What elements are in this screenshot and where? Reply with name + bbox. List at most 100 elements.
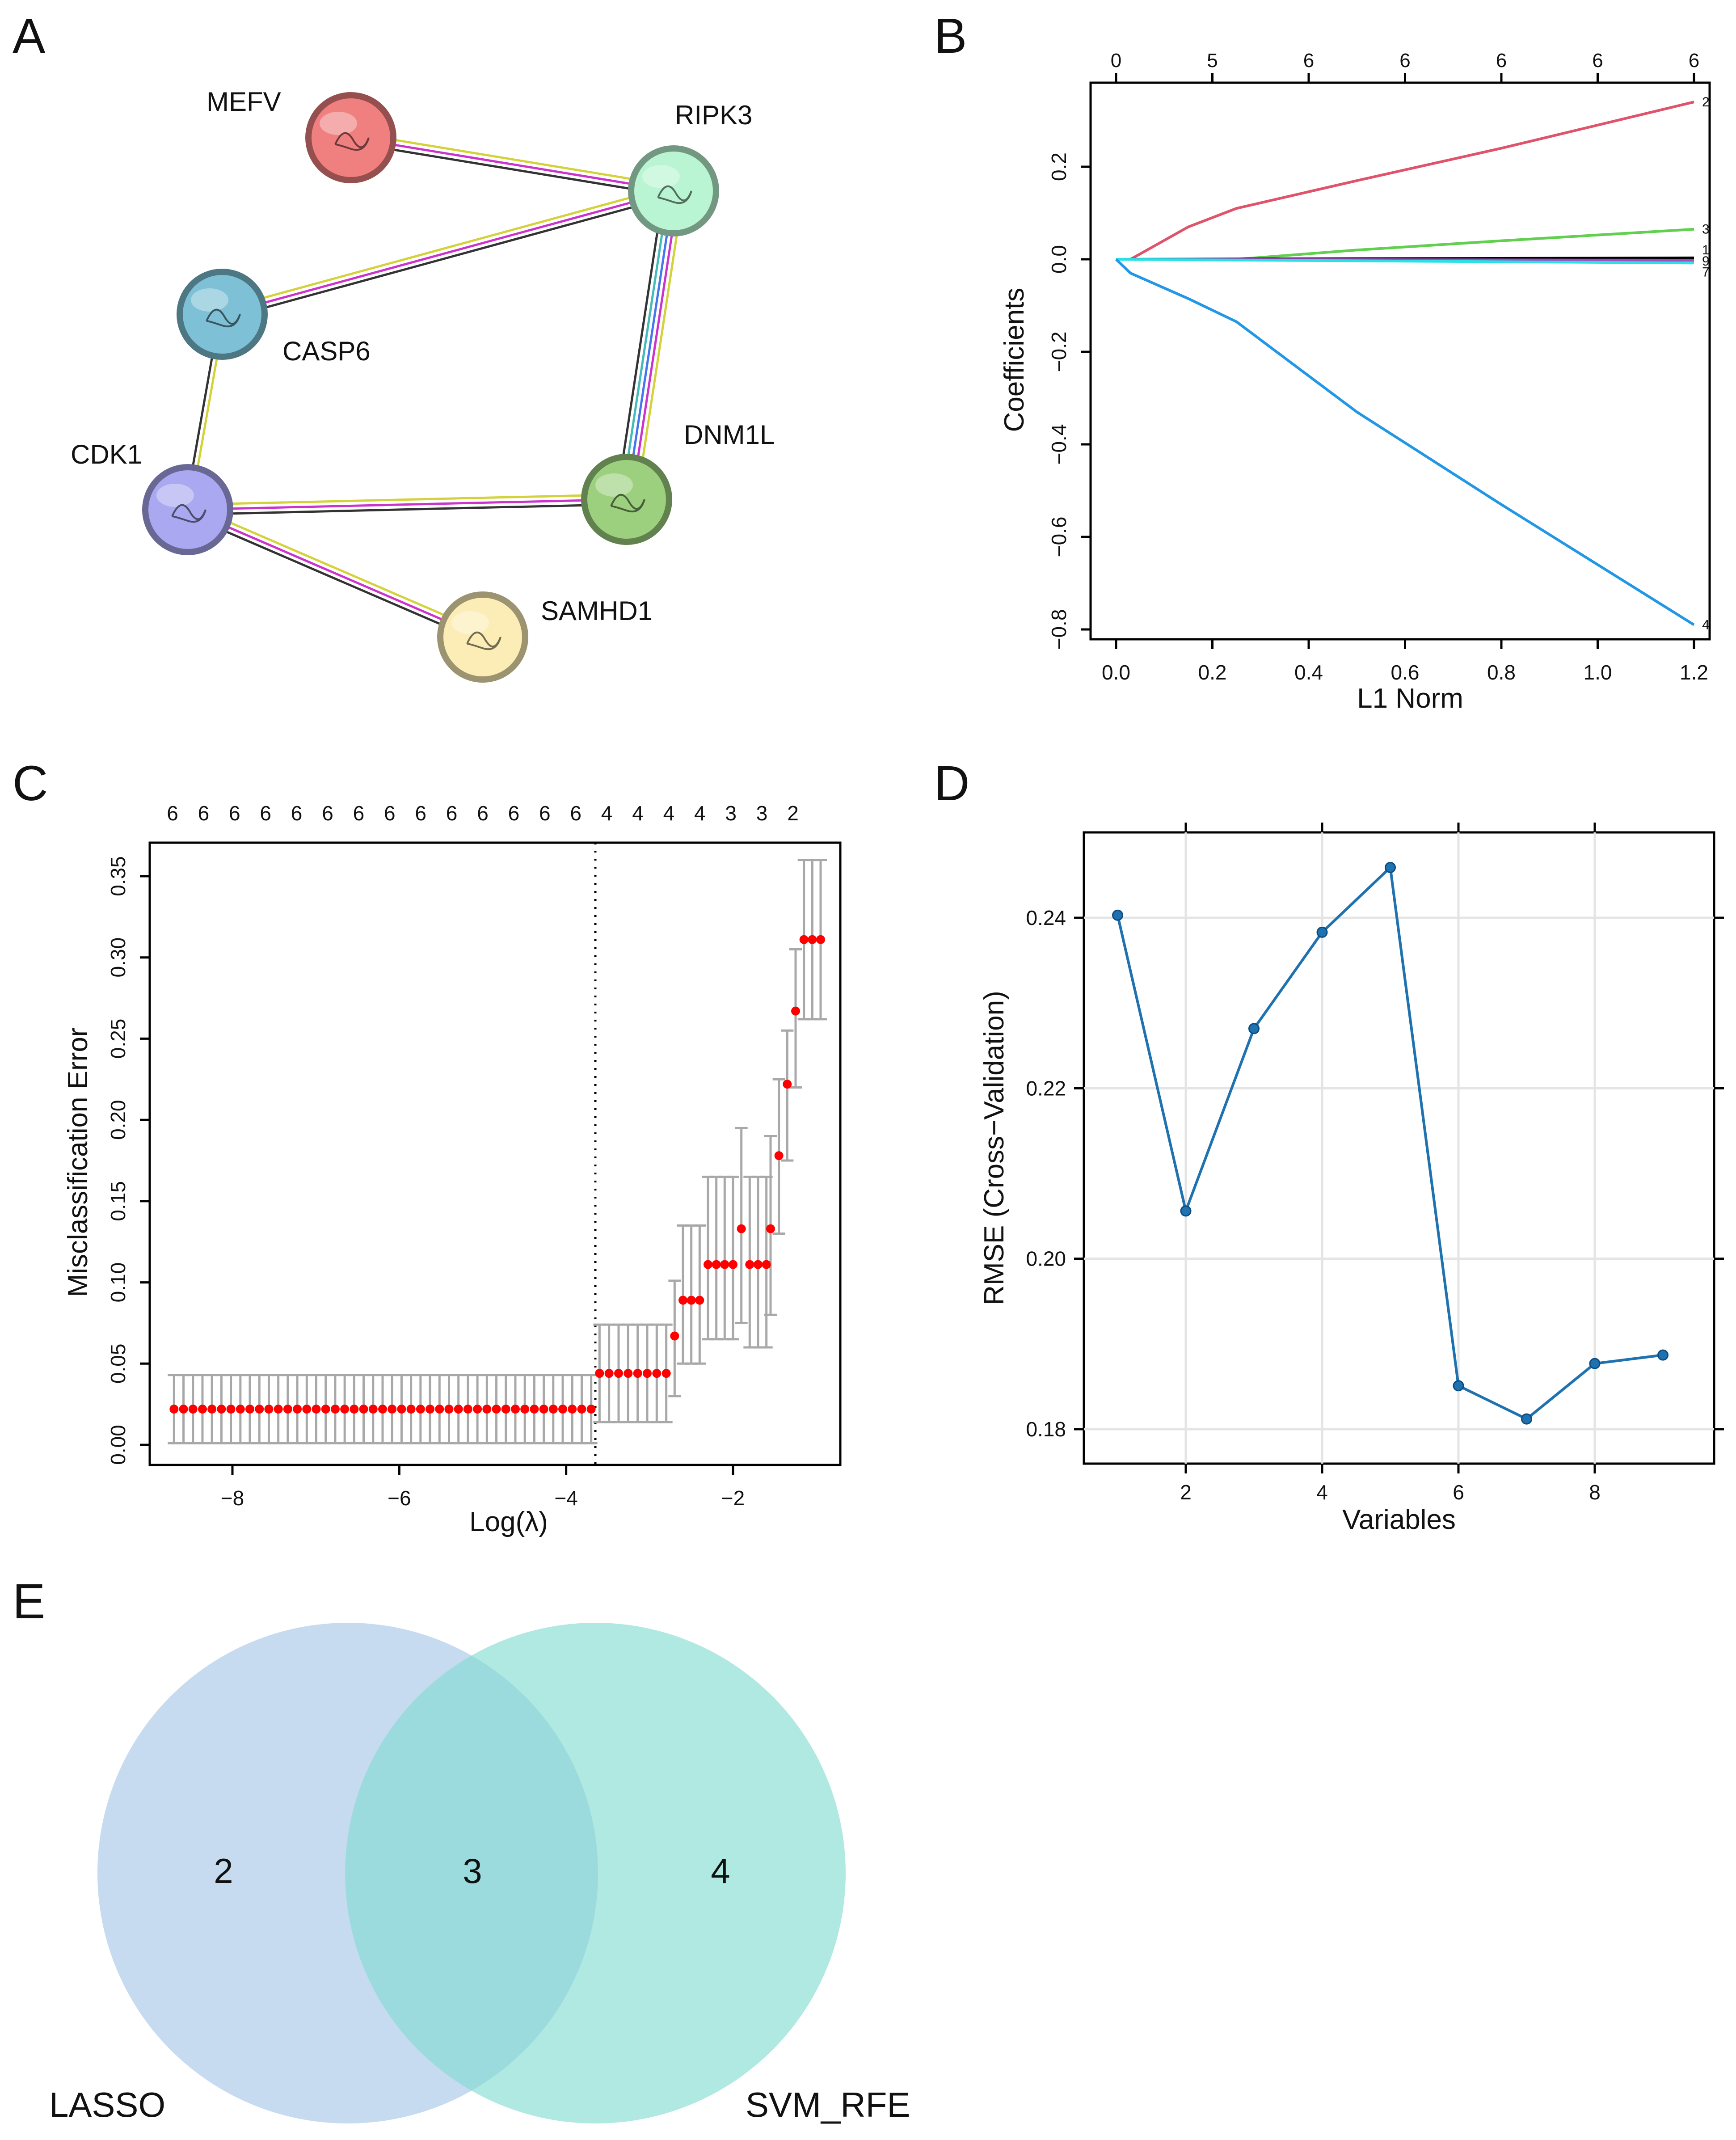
top-label-c: 6 [384, 802, 396, 825]
y-tick-label-b: −0.2 [1047, 332, 1070, 372]
x-tick-label-b: 0.6 [1391, 661, 1420, 684]
y-tick-label-d: 0.22 [1026, 1076, 1066, 1100]
x-axis-label-b: L1 Norm [1357, 683, 1463, 714]
y-tick-label-c: 0.10 [106, 1262, 130, 1303]
node-dnm1l-highlight [595, 473, 633, 497]
x-tick-label-d: 8 [1589, 1481, 1601, 1504]
y-tick-label-c: 0.25 [106, 1019, 130, 1059]
y-tick-label-b: −0.8 [1047, 609, 1070, 650]
error-point [695, 1296, 704, 1305]
node-cdk1-highlight [156, 484, 194, 507]
top-label-c: 6 [229, 802, 240, 825]
rmse-line [1112, 862, 1669, 1425]
error-point [368, 1405, 378, 1414]
y-tick-label-c: 0.35 [106, 856, 130, 896]
node-label-casp6: CASP6 [282, 336, 371, 366]
node-label-cdk1: CDK1 [71, 439, 142, 469]
error-point [577, 1405, 586, 1414]
error-point [766, 1224, 775, 1233]
error-point [302, 1405, 312, 1414]
venn-count-lasso-only: 2 [214, 1851, 233, 1891]
x-tick-label-c: −4 [554, 1486, 577, 1510]
error-point [179, 1405, 188, 1414]
x-tick-label-c: −6 [388, 1486, 411, 1510]
error-point [198, 1405, 207, 1414]
y-tick-label-b: 0.2 [1047, 152, 1070, 181]
ppi-network: MEFV RIPK3 CASP6 CDK1 DNM1L SAMHD1 [71, 87, 775, 683]
top-label-c: 4 [663, 802, 675, 825]
error-point [604, 1369, 614, 1378]
panel-label-d: D [934, 756, 969, 811]
node-casp6-highlight [191, 288, 228, 312]
error-point [473, 1405, 482, 1414]
axes-c: −8 −6 −4 −2 0.00 0.05 0.10 0.15 0.20 0.25 0.30 0.35… [106, 802, 799, 1510]
node-mefv-highlight [320, 112, 357, 135]
edge-cdk1-dnm1l [187, 493, 627, 506]
y-axis-label-b: Coefficients [999, 288, 1030, 432]
x-tick-label-b: 0.4 [1294, 661, 1323, 684]
venn-count-intersection: 3 [463, 1851, 482, 1891]
top-label-c: 4 [632, 802, 644, 825]
error-point [624, 1369, 633, 1378]
panel-label-e: E [13, 1574, 45, 1629]
axes-d: 2 4 6 8 0.18 0.20 0.22 0.24 [1026, 823, 1724, 1504]
panel-label-b: B [934, 8, 967, 63]
y-tick-label-d: 0.24 [1026, 906, 1066, 929]
y-tick-label-d: 0.20 [1026, 1247, 1066, 1270]
error-point [226, 1405, 236, 1414]
edge-cdk1-dnm1l [187, 498, 627, 511]
x-tick-label-b: 0.8 [1487, 661, 1516, 684]
node-label-samhd1: SAMHD1 [541, 596, 653, 626]
node-ripk3-structure-icon [657, 185, 692, 204]
top-label-c: 6 [446, 802, 458, 825]
top-tick-label-b: 6 [1303, 50, 1314, 72]
rmse-point [1316, 926, 1328, 938]
error-point [808, 935, 817, 944]
top-label-c: 3 [756, 802, 768, 825]
rmse-point [1248, 1023, 1260, 1034]
venn-label-svm-rfe: SVM_RFE [746, 2085, 910, 2124]
y-axis-label-c: Misclassification Error [63, 1028, 93, 1297]
error-point [704, 1260, 712, 1269]
top-label-c: 6 [291, 802, 303, 825]
error-point [783, 1080, 792, 1089]
node-label-dnm1l: DNM1L [684, 420, 775, 450]
error-point [614, 1369, 623, 1378]
top-label-c: 6 [508, 802, 520, 825]
edge-mefv-ripk3 [350, 136, 674, 192]
node-samhd1-highlight [451, 611, 489, 634]
node-samhd1-structure-icon [466, 631, 501, 650]
error-point [482, 1405, 492, 1414]
edge-ripk3-dnm1l [635, 192, 685, 501]
error-point [558, 1405, 568, 1414]
error-point [406, 1405, 416, 1414]
path-end-labels: 2 3 197 4 [1702, 95, 1710, 633]
network-nodes [142, 92, 719, 683]
error-point [652, 1369, 662, 1378]
top-label-c: 6 [539, 802, 551, 825]
error-point [737, 1224, 746, 1233]
rmse-point [1112, 909, 1123, 921]
edge-casp6-ripk3 [220, 185, 673, 311]
lasso-coefficient-plot: 0.0 0.2 0.4 0.6 0.8 1.0 1.2 −0.8 −0.6 −0.4 −0.2 0.0… [999, 50, 1711, 714]
error-point [245, 1405, 255, 1414]
top-label-c: 6 [570, 802, 581, 825]
error-point [207, 1405, 217, 1414]
edge-cdk1-samhd1 [185, 513, 481, 643]
rmse-series-line [1116, 865, 1663, 1421]
error-point [264, 1405, 274, 1414]
y-tick-label-b: −0.4 [1047, 424, 1070, 465]
error-point [378, 1405, 387, 1414]
error-point [539, 1405, 548, 1414]
error-point [548, 1405, 558, 1414]
svm-rfe-plot: 2 4 6 8 0.18 0.20 0.22 0.24 Variables RMSE (Cro… [979, 823, 1724, 1535]
panel-label-c: C [13, 756, 48, 811]
error-point [312, 1405, 321, 1414]
error-point [687, 1296, 696, 1305]
node-dnm1l-structure-icon [610, 494, 645, 513]
x-axis-label-c: Log(λ) [469, 1507, 548, 1537]
rmse-point [1589, 1358, 1601, 1369]
error-point [454, 1405, 463, 1414]
y-tick-label-c: 0.30 [106, 937, 130, 978]
